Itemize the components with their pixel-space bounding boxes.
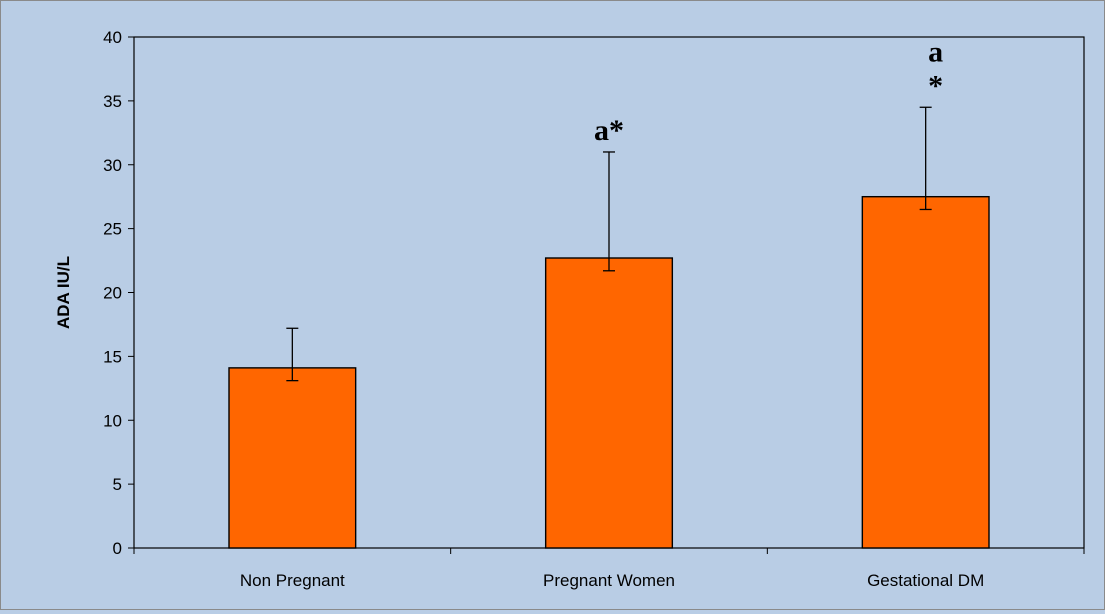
bar-pregnant-women — [544, 257, 674, 549]
y-tick-label: 10 — [103, 411, 122, 430]
x-category-label: Non Pregnant — [240, 571, 345, 590]
labels: 0 5 10 15 20 25 30 35 40 Non Pregnant Pregnant Wom… — [54, 28, 984, 590]
y-axis-title: ADA IU/L — [54, 256, 73, 329]
y-tick-label: 15 — [103, 347, 122, 366]
significance-annotation: a — [928, 35, 943, 68]
y-tick-label: 5 — [113, 475, 122, 494]
y-tick-label: 0 — [113, 539, 122, 558]
y-tick-label: 30 — [103, 156, 122, 175]
x-category-label: Gestational DM — [867, 571, 984, 590]
x-category-label: Pregnant Women — [543, 571, 675, 590]
y-tick-label: 40 — [103, 28, 122, 47]
bar-non-pregnant — [228, 367, 357, 549]
y-tick-label: 20 — [103, 284, 122, 303]
bar-gestational-dm — [861, 195, 990, 549]
y-tick-label: 25 — [103, 220, 122, 239]
significance-annotation: a* — [594, 114, 624, 147]
bars — [228, 106, 990, 549]
significance-annotation: * — [928, 69, 943, 102]
y-tick-label: 35 — [103, 92, 122, 111]
